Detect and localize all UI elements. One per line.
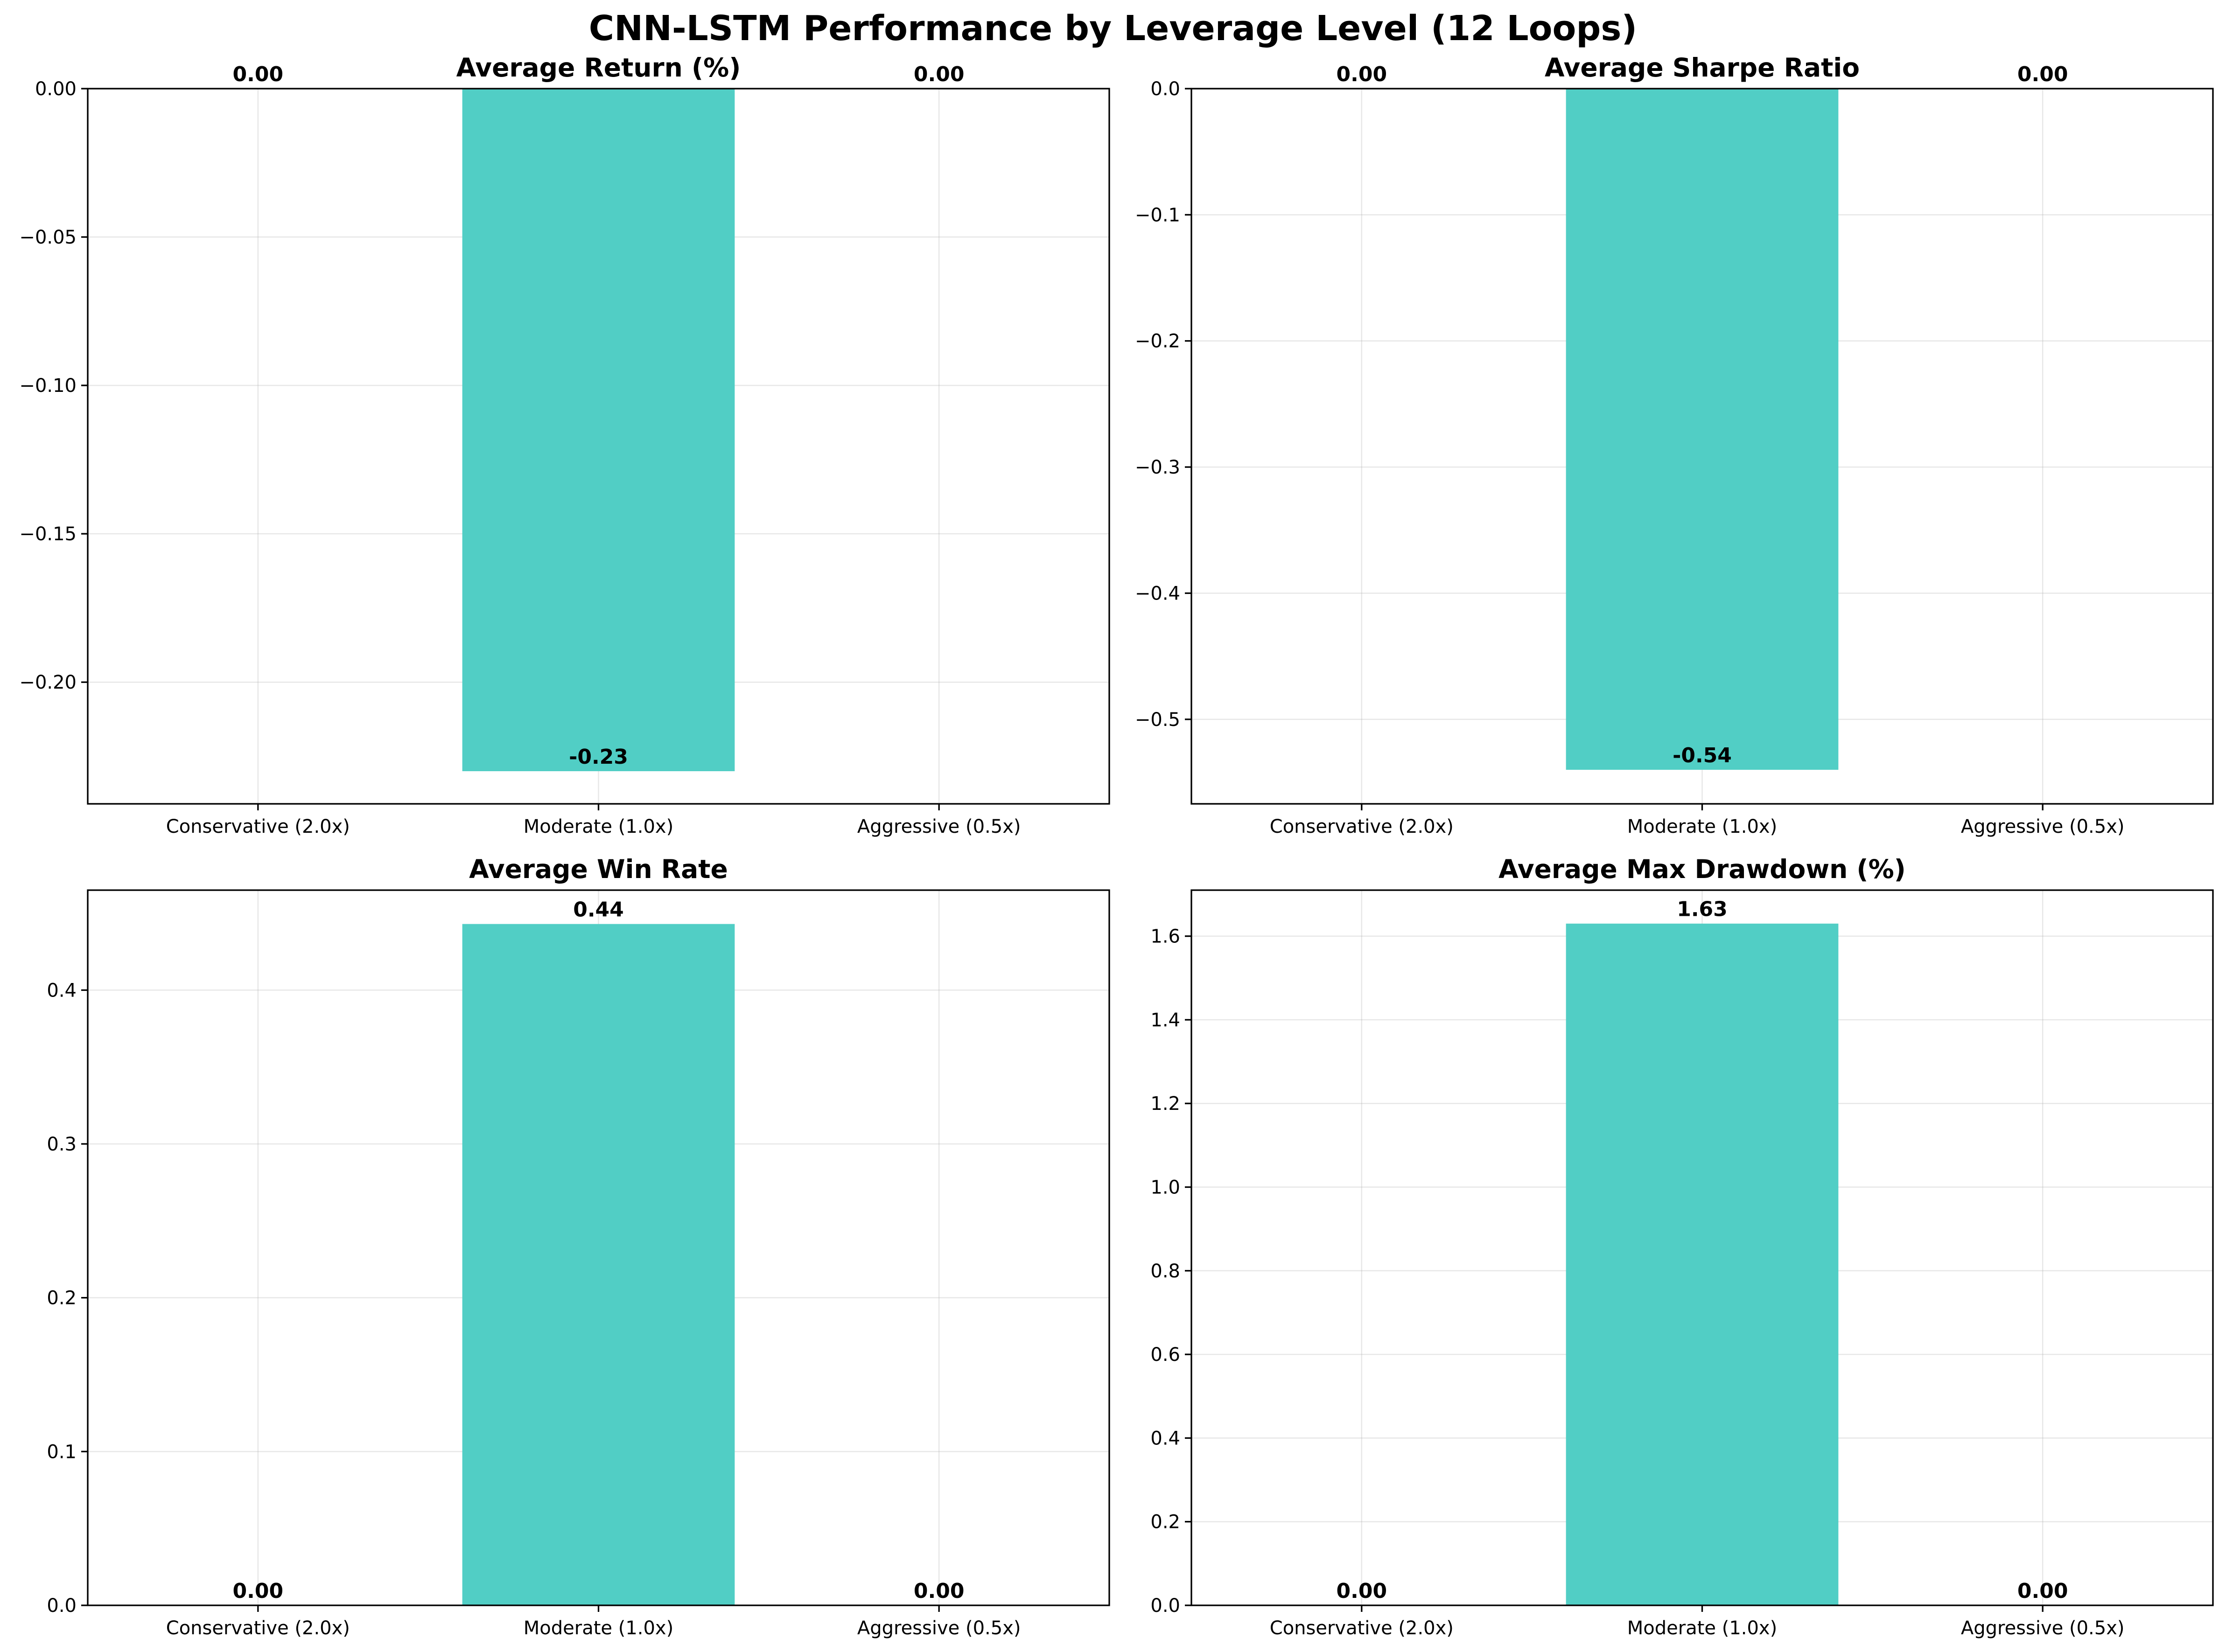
x-tick-label: Moderate (1.0x) bbox=[524, 1617, 673, 1639]
y-tick-label: 1.0 bbox=[1150, 1177, 1180, 1199]
subplot-title: Average Return (%) bbox=[456, 53, 741, 83]
bar-value-label: 0.00 bbox=[914, 1579, 965, 1603]
y-tick-label: −0.15 bbox=[19, 523, 77, 545]
figure-title: CNN-LSTM Performance by Leverage Level (… bbox=[589, 8, 1637, 49]
axes-frame bbox=[1190, 889, 2214, 1606]
x-tick-label: Moderate (1.0x) bbox=[1627, 1617, 1777, 1639]
bar-value-label: 0.00 bbox=[2017, 63, 2068, 86]
x-tick-label: Moderate (1.0x) bbox=[524, 816, 673, 837]
bar-value-label: -0.54 bbox=[1673, 744, 1732, 767]
subplot-title: Average Max Drawdown (%) bbox=[1498, 854, 1906, 884]
y-tick-label: 0.4 bbox=[47, 980, 77, 1001]
y-tick-label: 0.0 bbox=[1150, 1595, 1180, 1617]
axes-frame bbox=[87, 889, 1110, 1606]
axes-frame bbox=[87, 88, 1110, 805]
subplot-3: 0.0 0.1 0.2 0.3 0.4 Conservative (2.0x) Modera… bbox=[47, 854, 1110, 1639]
bar-value-label: 0.44 bbox=[573, 898, 624, 922]
y-tick-label: 0.6 bbox=[1150, 1344, 1180, 1366]
y-tick-label: −0.4 bbox=[1135, 583, 1180, 604]
y-tick-label: −0.5 bbox=[1135, 709, 1180, 731]
bar bbox=[1566, 923, 1839, 1605]
bar bbox=[462, 924, 735, 1605]
bar-value-label: 0.00 bbox=[233, 63, 284, 86]
x-tick-label: Conservative (2.0x) bbox=[1270, 1617, 1454, 1639]
bar-value-label: 1.63 bbox=[1677, 898, 1728, 921]
y-tick-label: −0.10 bbox=[19, 375, 77, 397]
axes-frame bbox=[1190, 88, 2214, 805]
y-tick-label: 0.2 bbox=[47, 1288, 77, 1309]
y-tick-label: 0.8 bbox=[1150, 1261, 1180, 1282]
y-tick-label: −0.20 bbox=[19, 672, 77, 693]
y-tick-label: 1.6 bbox=[1150, 926, 1180, 948]
subplot-4: 0.0 0.2 0.4 0.6 0.8 1.0 1.2 1.4 1.6 Conservative … bbox=[1150, 854, 2214, 1639]
bar-value-label: 0.00 bbox=[1337, 1579, 1387, 1603]
y-tick-label: 0.00 bbox=[35, 78, 77, 100]
subplot-title: Average Win Rate bbox=[469, 854, 728, 884]
subplot-2: 0.0 −0.1 −0.2 −0.3 −0.4 −0.5 Conservative (2.0… bbox=[1135, 53, 2214, 837]
x-tick-label: Aggressive (0.5x) bbox=[1961, 816, 2125, 837]
bar-value-label: 0.00 bbox=[2017, 1579, 2068, 1603]
y-tick-label: −0.1 bbox=[1135, 204, 1180, 226]
subplot-1: 0.00 −0.05 −0.10 −0.15 −0.20 Conservative (2.… bbox=[19, 53, 1110, 837]
x-tick-label: Moderate (1.0x) bbox=[1627, 816, 1777, 837]
y-tick-label: 0.4 bbox=[1150, 1428, 1180, 1449]
x-tick-label: Aggressive (0.5x) bbox=[1961, 1617, 2125, 1639]
x-tick-label: Conservative (2.0x) bbox=[166, 1617, 350, 1639]
subplots: 0.00 −0.05 −0.10 −0.15 −0.20 Conservative (2.… bbox=[19, 53, 2214, 1639]
bar bbox=[1566, 89, 1839, 770]
x-tick-label: Aggressive (0.5x) bbox=[857, 816, 1021, 837]
y-tick-label: −0.05 bbox=[19, 227, 77, 248]
y-tick-label: −0.3 bbox=[1135, 457, 1180, 478]
bar bbox=[462, 89, 735, 772]
bar-value-label: -0.23 bbox=[569, 745, 628, 769]
y-tick-label: 1.4 bbox=[1150, 1010, 1180, 1031]
bar-value-label: 0.00 bbox=[233, 1579, 284, 1603]
y-tick-label: 0.0 bbox=[1150, 78, 1180, 100]
y-tick-label: 1.2 bbox=[1150, 1093, 1180, 1115]
bar-value-label: 0.00 bbox=[1337, 63, 1387, 86]
subplot-title: Average Sharpe Ratio bbox=[1545, 53, 1860, 83]
bar-value-label: 0.00 bbox=[914, 63, 965, 86]
y-tick-label: 0.0 bbox=[47, 1595, 77, 1617]
y-tick-label: −0.2 bbox=[1135, 331, 1180, 352]
y-tick-label: 0.1 bbox=[47, 1441, 77, 1463]
y-tick-label: 0.2 bbox=[1150, 1512, 1180, 1533]
y-tick-label: 0.3 bbox=[47, 1134, 77, 1155]
x-tick-label: Conservative (2.0x) bbox=[1270, 816, 1454, 837]
x-tick-label: Aggressive (0.5x) bbox=[857, 1617, 1021, 1639]
x-tick-label: Conservative (2.0x) bbox=[166, 816, 350, 837]
